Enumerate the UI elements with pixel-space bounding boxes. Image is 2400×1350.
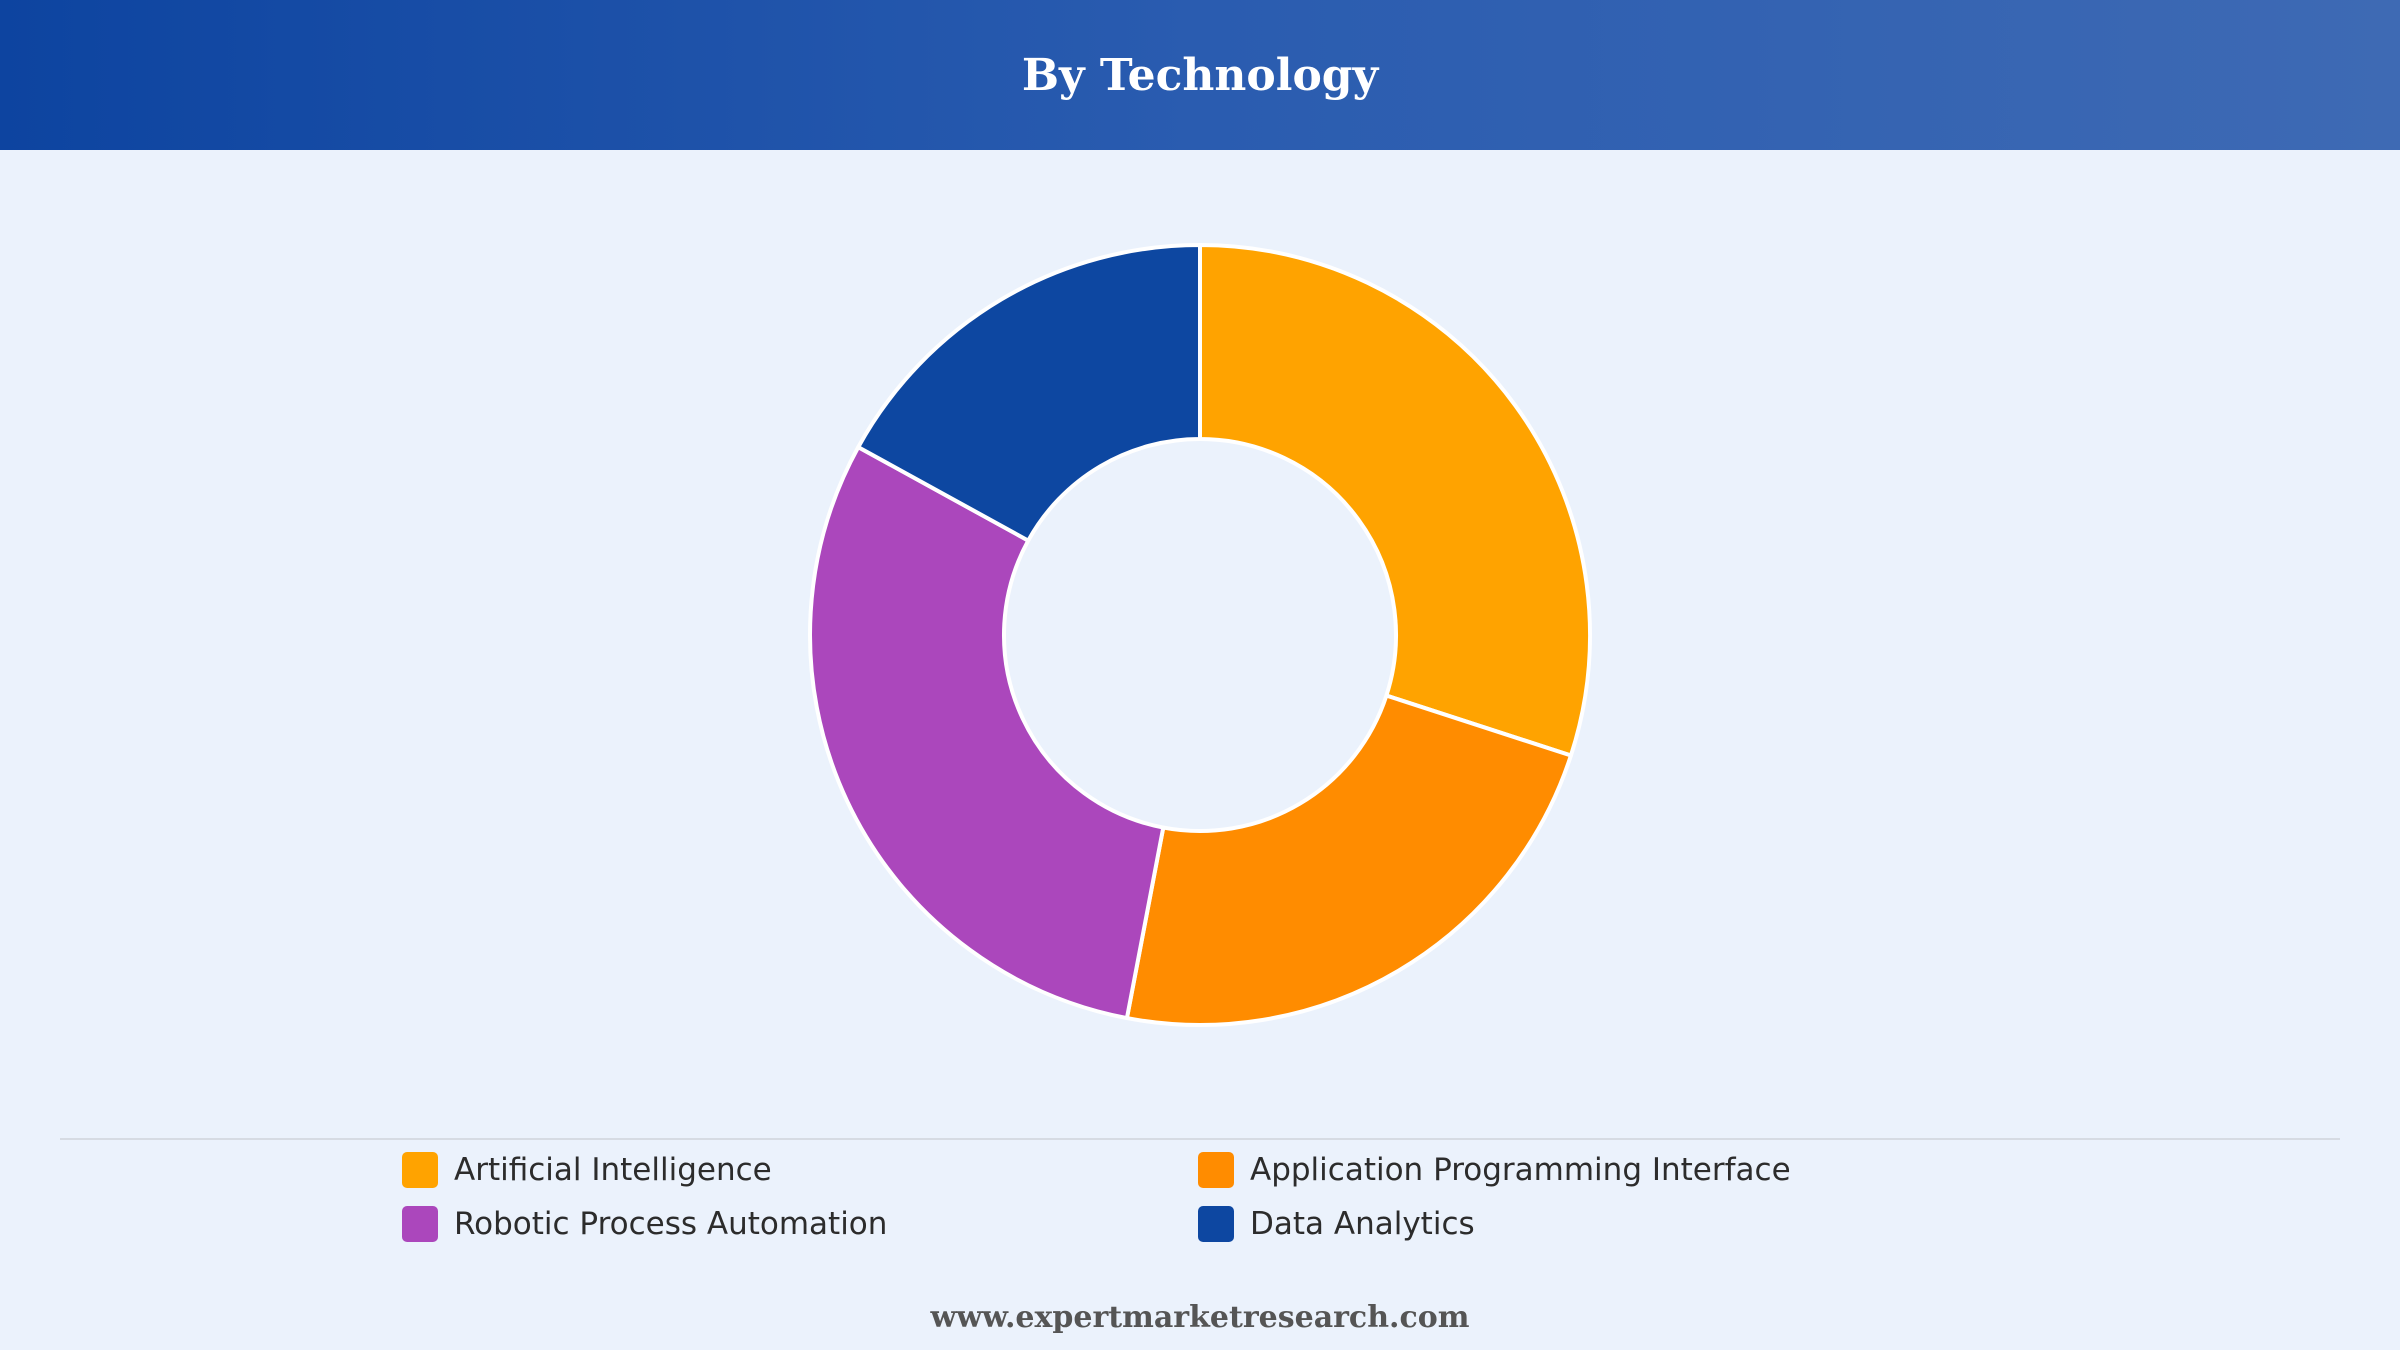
donut-slice-application-programming-interface[interactable]	[1124, 693, 1573, 1027]
legend-divider	[60, 1138, 2340, 1140]
legend-label: Data Analytics	[1250, 1206, 1475, 1242]
header-banner: By Technology	[0, 0, 2400, 150]
legend: Artificial Intelligence Application Prog…	[402, 1152, 1802, 1242]
source-url: www.expertmarketresearch.com	[930, 1300, 1470, 1335]
legend-item-application-programming-interface[interactable]: Application Programming Interface	[1198, 1152, 1802, 1188]
donut-chart	[807, 243, 1592, 1027]
legend-swatch-data-analytics	[1198, 1206, 1234, 1242]
donut-slice-artificial-intelligence[interactable]	[1198, 243, 1592, 758]
legend-item-robotic-process-automation[interactable]: Robotic Process Automation	[402, 1206, 1198, 1242]
legend-swatch-artificial-intelligence	[402, 1152, 438, 1188]
legend-label: Application Programming Interface	[1250, 1152, 1791, 1188]
legend-item-data-analytics[interactable]: Data Analytics	[1198, 1206, 1802, 1242]
legend-label: Robotic Process Automation	[454, 1206, 888, 1242]
donut-slice-data-analytics[interactable]	[856, 243, 1202, 543]
page-title: By Technology	[1021, 49, 1379, 101]
legend-label: Artificial Intelligence	[454, 1152, 772, 1188]
legend-swatch-robotic-process-automation	[402, 1206, 438, 1242]
legend-swatch-application-programming-interface	[1198, 1152, 1234, 1188]
legend-item-artificial-intelligence[interactable]: Artificial Intelligence	[402, 1152, 1198, 1188]
donut-slice-robotic-process-automation[interactable]	[807, 445, 1166, 1021]
